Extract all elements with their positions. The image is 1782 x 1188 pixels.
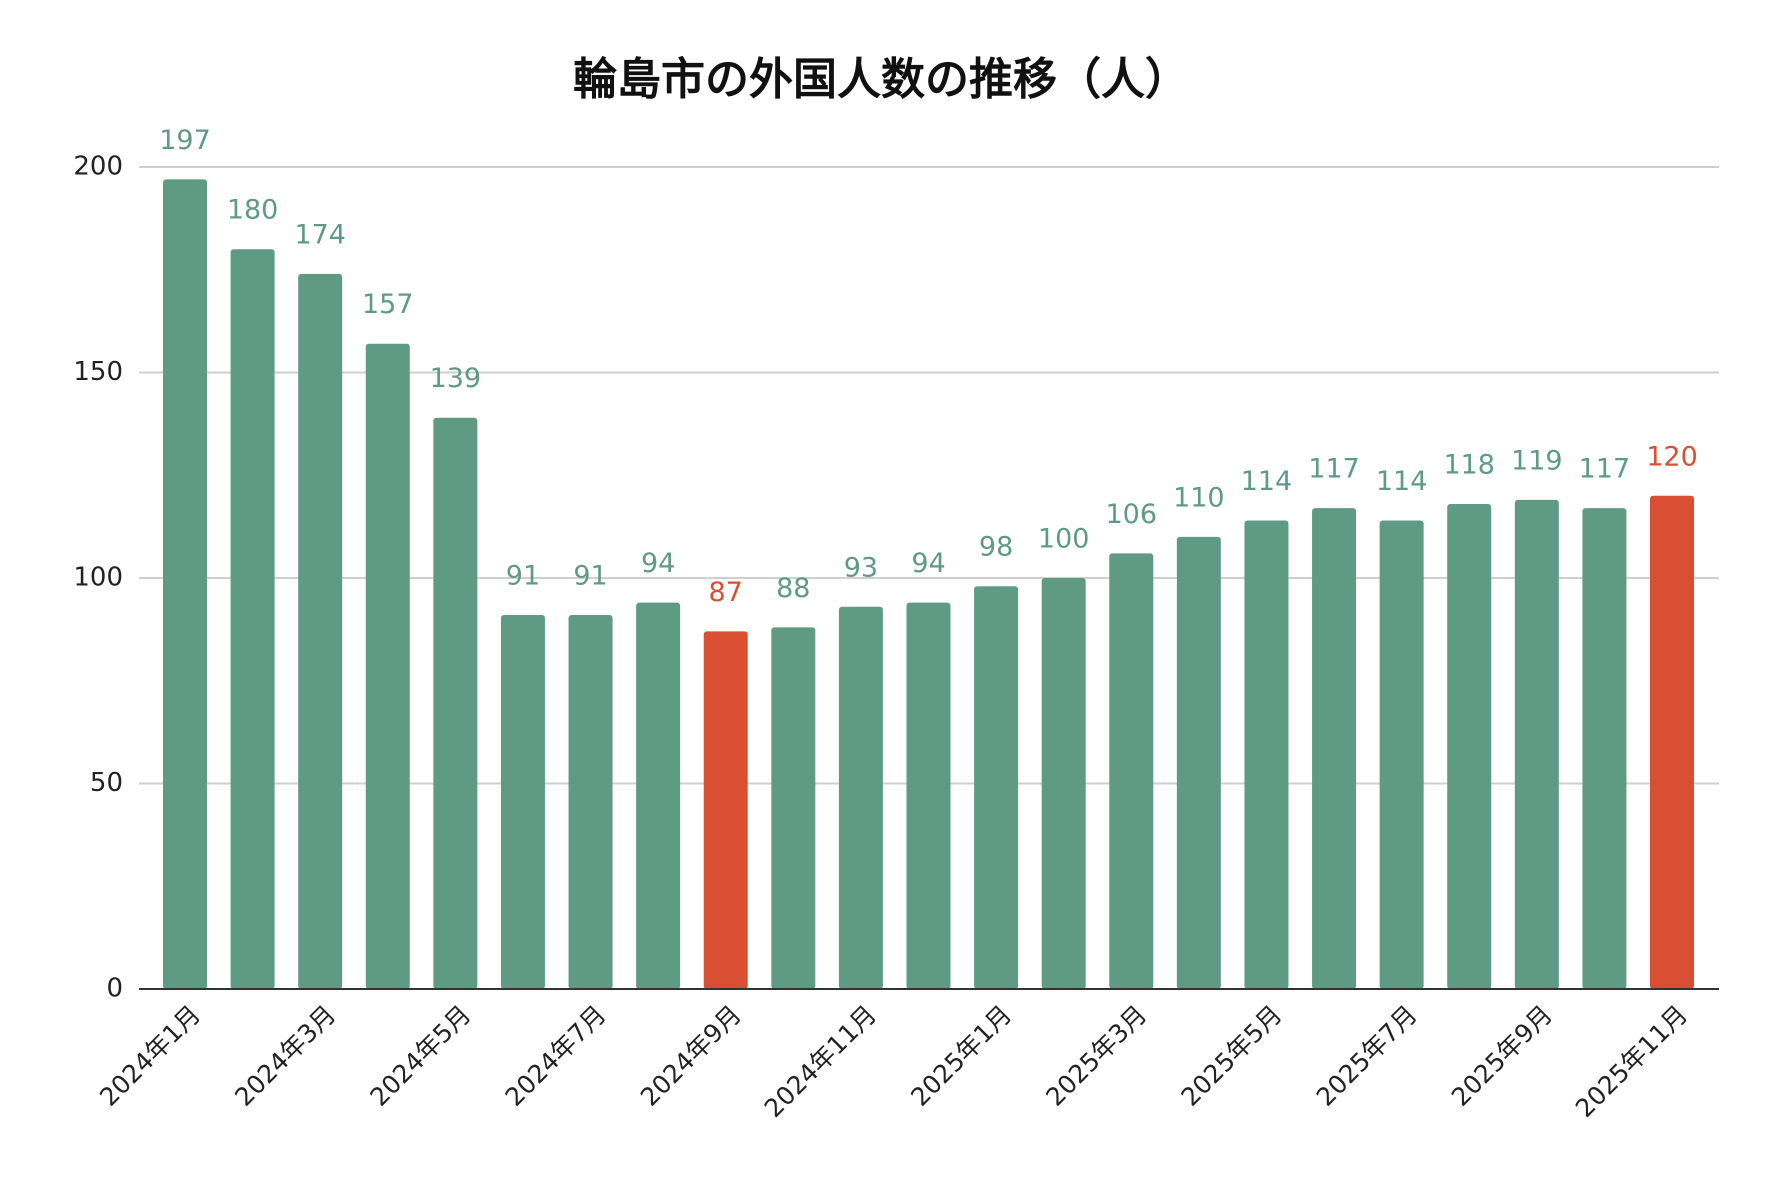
value-label: 139: [430, 363, 482, 394]
value-label: 100: [1038, 524, 1090, 555]
y-tick-label: 100: [73, 563, 123, 593]
bar: [771, 627, 816, 989]
x-tick-label: 2024年7月: [500, 1000, 612, 1112]
value-label: 117: [1308, 454, 1360, 485]
bar: [974, 586, 1019, 989]
x-tick-label: 2025年3月: [1040, 1000, 1152, 1112]
value-label: 91: [573, 560, 607, 591]
x-tick-label: 2025年9月: [1446, 1000, 1558, 1112]
bar: [568, 614, 613, 989]
x-tick-label: 2024年5月: [364, 1000, 476, 1112]
value-label: 106: [1105, 499, 1157, 530]
value-label: 88: [776, 573, 810, 604]
value-label: 197: [159, 125, 211, 156]
value-label: 174: [294, 219, 346, 250]
y-tick-label: 50: [90, 768, 123, 798]
chart-title: 輪島市の外国人数の推移（人）: [573, 54, 1189, 105]
value-label: 157: [362, 289, 414, 320]
bar: [1379, 520, 1424, 989]
value-label: 114: [1376, 466, 1428, 497]
bar: [500, 614, 545, 989]
bar: [1109, 553, 1154, 989]
bar: [1650, 495, 1694, 989]
bar: [636, 602, 681, 989]
value-label: 98: [979, 532, 1013, 563]
value-label: 94: [911, 548, 945, 579]
bar: [1514, 499, 1559, 989]
bar: [1312, 508, 1357, 989]
x-tick-label: 2024年11月: [759, 1000, 882, 1123]
value-label: 120: [1646, 441, 1698, 472]
bar: [838, 606, 883, 989]
bar: [703, 631, 748, 989]
bar: [365, 343, 410, 990]
bar: [298, 273, 343, 989]
bar: [230, 249, 275, 989]
y-tick-label: 0: [106, 974, 123, 1004]
y-tick-label: 200: [73, 152, 123, 182]
value-label: 93: [844, 552, 878, 583]
value-label: 91: [506, 560, 540, 591]
y-tick-label: 150: [73, 357, 123, 387]
value-label: 94: [641, 548, 675, 579]
value-label: 87: [709, 577, 743, 608]
x-tick-label: 2024年1月: [94, 1000, 206, 1112]
bar: [1582, 508, 1627, 989]
x-tick-label: 2025年7月: [1311, 1000, 1423, 1112]
x-tick-label: 2025年5月: [1176, 1000, 1288, 1112]
value-label: 114: [1241, 466, 1293, 497]
bar: [906, 602, 951, 989]
x-tick-label: 2024年9月: [635, 1000, 747, 1112]
bar: [1447, 504, 1492, 989]
x-tick-label: 2024年3月: [229, 1000, 341, 1112]
x-tick-label: 2025年11月: [1570, 1000, 1693, 1123]
value-label: 118: [1443, 450, 1495, 481]
bar: [163, 179, 207, 989]
value-label: 119: [1511, 445, 1563, 476]
bar: [1244, 520, 1289, 989]
bar: [433, 417, 478, 990]
x-tick-label: 2025年1月: [905, 1000, 1017, 1112]
bar: [1041, 578, 1086, 989]
value-label: 117: [1579, 454, 1631, 485]
bar: [1176, 536, 1221, 989]
value-label: 110: [1173, 482, 1225, 513]
value-label: 180: [227, 195, 279, 226]
